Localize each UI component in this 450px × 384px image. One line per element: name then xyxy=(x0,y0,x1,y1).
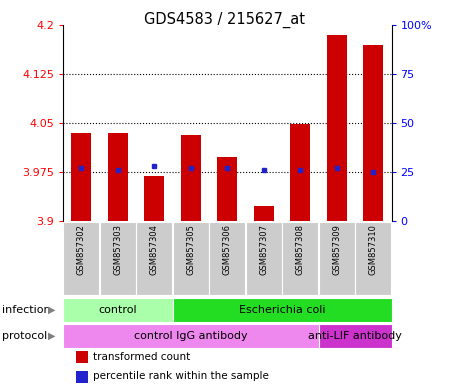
Text: control IgG antibody: control IgG antibody xyxy=(134,331,248,341)
Bar xyxy=(254,207,274,221)
Text: percentile rank within the sample: percentile rank within the sample xyxy=(93,371,269,381)
Bar xyxy=(144,176,164,221)
Bar xyxy=(76,371,88,382)
Bar xyxy=(76,351,88,363)
Bar xyxy=(290,124,310,221)
FancyBboxPatch shape xyxy=(136,222,172,295)
Bar xyxy=(71,133,91,221)
FancyBboxPatch shape xyxy=(173,222,209,295)
FancyBboxPatch shape xyxy=(209,222,245,295)
Text: GDS4583 / 215627_at: GDS4583 / 215627_at xyxy=(144,12,306,28)
Text: GSM857308: GSM857308 xyxy=(296,224,305,275)
Text: GSM857302: GSM857302 xyxy=(77,224,86,275)
Bar xyxy=(108,133,128,221)
Text: ▶: ▶ xyxy=(48,305,55,315)
Text: transformed count: transformed count xyxy=(93,352,190,362)
FancyBboxPatch shape xyxy=(172,298,392,322)
Bar xyxy=(327,35,347,221)
Text: protocol: protocol xyxy=(2,331,48,341)
Text: control: control xyxy=(99,305,137,315)
Text: GSM857303: GSM857303 xyxy=(113,224,122,275)
Text: GSM857306: GSM857306 xyxy=(223,224,232,275)
Text: anti-LIF antibody: anti-LIF antibody xyxy=(308,331,402,341)
Text: GSM857310: GSM857310 xyxy=(369,224,378,275)
Text: Escherichia coli: Escherichia coli xyxy=(239,305,325,315)
Bar xyxy=(217,157,237,221)
FancyBboxPatch shape xyxy=(63,324,319,348)
FancyBboxPatch shape xyxy=(100,222,135,295)
Bar xyxy=(181,135,201,221)
Text: GSM857307: GSM857307 xyxy=(259,224,268,275)
FancyBboxPatch shape xyxy=(319,222,355,295)
FancyBboxPatch shape xyxy=(356,222,391,295)
Text: ▶: ▶ xyxy=(48,331,55,341)
Text: GSM857304: GSM857304 xyxy=(150,224,159,275)
Bar xyxy=(363,45,383,221)
Text: GSM857305: GSM857305 xyxy=(186,224,195,275)
FancyBboxPatch shape xyxy=(282,222,318,295)
FancyBboxPatch shape xyxy=(63,298,172,322)
Text: GSM857309: GSM857309 xyxy=(332,224,341,275)
FancyBboxPatch shape xyxy=(246,222,282,295)
FancyBboxPatch shape xyxy=(63,222,99,295)
Text: infection: infection xyxy=(2,305,51,315)
FancyBboxPatch shape xyxy=(319,324,392,348)
